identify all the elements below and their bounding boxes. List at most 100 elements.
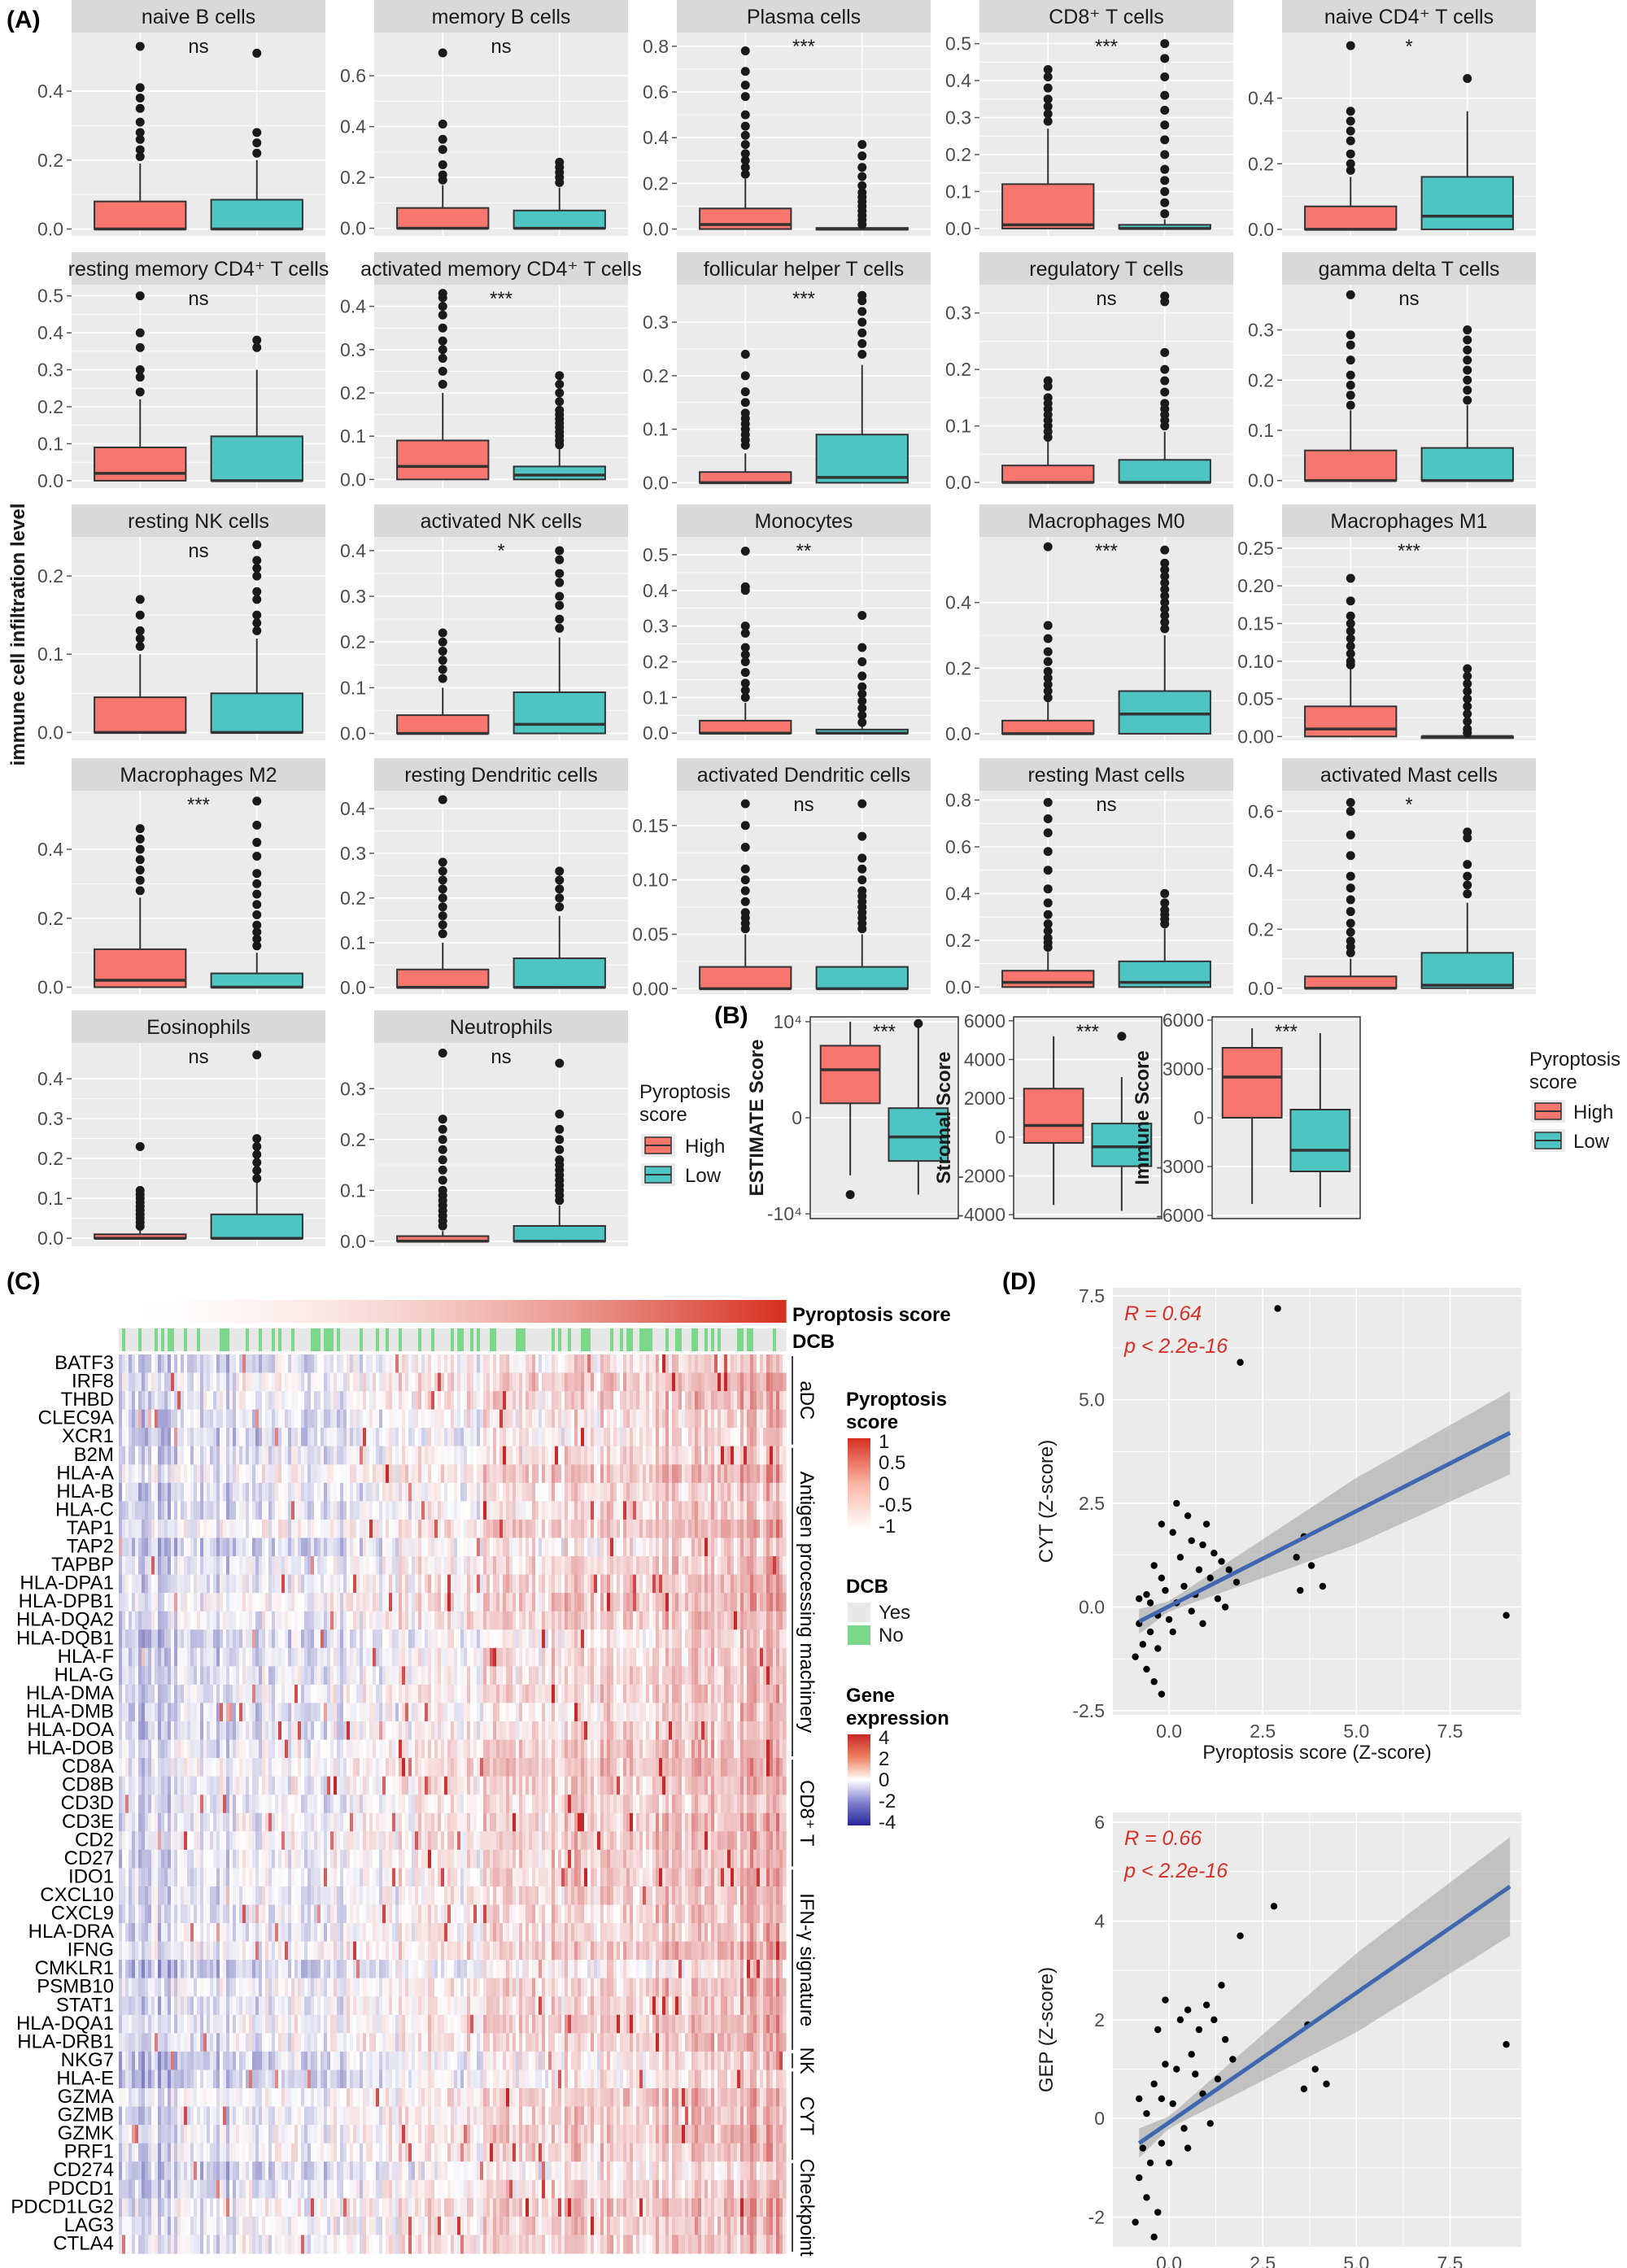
box-low-outlier-5 (1160, 591, 1170, 601)
heatmap-cell (737, 1391, 741, 1411)
heatmap-cell (301, 1409, 305, 1428)
heatmap-cell (281, 1372, 286, 1392)
heatmap-cell (395, 1446, 399, 1465)
heatmap-cell (496, 1372, 500, 1392)
heatmap-cell (672, 1629, 676, 1649)
heatmap-cell (558, 1446, 562, 1465)
heatmap-cell (770, 1593, 774, 1612)
heatmap-cell (431, 1537, 435, 1557)
heatmap-cell (486, 1593, 491, 1612)
heatmap-cell (727, 1556, 731, 1576)
heatmap-cell (750, 1354, 754, 1374)
heatmap-cell (421, 1647, 425, 1667)
heatmap-cell (548, 1391, 552, 1411)
heatmap-cell (317, 1391, 321, 1411)
heatmap-cell (652, 1372, 656, 1392)
heatmap-cell (301, 1372, 305, 1392)
box-low-outlier-4 (1160, 598, 1170, 608)
heatmap-cell (125, 1428, 129, 1447)
heatmap-cell (314, 1391, 318, 1411)
facet-strip (72, 758, 325, 791)
heatmap-cell (734, 1556, 738, 1576)
y-tick-label: 0.2 (37, 150, 63, 171)
heatmap-cell (317, 1409, 321, 1428)
heatmap-cell (330, 1464, 334, 1484)
heatmap-cell (486, 1391, 491, 1411)
heatmap-cell (737, 1556, 741, 1576)
heatmap-cell (646, 1629, 650, 1649)
heatmap-cell (272, 1354, 276, 1374)
heatmap-cell (340, 1428, 344, 1447)
heatmap-cell (727, 1629, 731, 1649)
heatmap-cell (526, 1537, 530, 1557)
heatmap-cell (181, 1519, 185, 1539)
heatmap-cell (529, 1391, 533, 1411)
box-high-outlier-2 (135, 365, 145, 375)
heatmap-cell (434, 1446, 438, 1465)
heatmap-cell (255, 1574, 260, 1594)
y-tick-label: 0.15 (632, 815, 669, 836)
pyroptosis-cell (610, 1300, 614, 1323)
dcb-cell (138, 1328, 142, 1351)
heatmap-cell (587, 1482, 591, 1502)
heatmap-cell (441, 1629, 445, 1649)
heatmap-cell (581, 1519, 585, 1539)
pyroptosis-cell (444, 1300, 448, 1323)
heatmap-cell (210, 1372, 214, 1392)
heatmap-cell (197, 1556, 201, 1576)
heatmap-cell (626, 1574, 630, 1594)
heatmap-cell (210, 1464, 214, 1484)
heatmap-cell (347, 1501, 351, 1520)
dcb-cell (129, 1328, 133, 1351)
heatmap-cell (161, 1611, 165, 1630)
dcb-cell (633, 1328, 637, 1351)
box-low-outlier-2 (252, 1158, 262, 1167)
facet-strip (72, 1010, 325, 1043)
heatmap-cell (724, 1537, 728, 1557)
heatmap-cell (132, 1501, 136, 1520)
heatmap-cell (747, 1537, 751, 1557)
heatmap-cell (408, 1593, 412, 1612)
heatmap-cell (168, 1593, 172, 1612)
pyroptosis-cell (770, 1300, 774, 1323)
box-high-box (1001, 719, 1095, 735)
heatmap-cell (779, 1354, 783, 1374)
heatmap-cell (636, 1556, 640, 1576)
heatmap-cell (184, 1354, 188, 1374)
heatmap-cell (685, 1537, 689, 1557)
heatmap-cell (207, 1537, 211, 1557)
heatmap-cell (675, 1372, 679, 1392)
heatmap-cell (597, 1537, 601, 1557)
heatmap-cell (216, 1519, 220, 1539)
heatmap-cell (480, 1629, 484, 1649)
subplot-ylabel: ESTIMATE Score (746, 1040, 768, 1197)
heatmap-cell (360, 1611, 364, 1630)
heatmap-cell (294, 1647, 299, 1667)
heatmap-cell (265, 1647, 269, 1667)
heatmap-cell (704, 1611, 709, 1630)
heatmap-cell (649, 1446, 653, 1465)
heatmap-cell (311, 1556, 315, 1576)
y-tick-label: 0.3 (945, 107, 971, 129)
box-low-box (1420, 447, 1514, 482)
box-high-outlier-6 (740, 408, 750, 418)
heatmap-cell (363, 1537, 367, 1557)
pyroptosis-cell (229, 1300, 233, 1323)
heatmap-cell (565, 1611, 569, 1630)
heatmap-cell (304, 1556, 308, 1576)
heatmap-cell (542, 1593, 546, 1612)
heatmap-cell (294, 1501, 299, 1520)
heatmap-cell (132, 1629, 136, 1649)
heatmap-cell (744, 1611, 748, 1630)
heatmap-cell (753, 1611, 757, 1630)
box-high-outlier-6 (438, 310, 447, 320)
pyroptosis-cell (460, 1300, 465, 1323)
heatmap-cell (480, 1372, 484, 1392)
dcb-cell (630, 1328, 634, 1351)
heatmap-cell (272, 1593, 276, 1612)
heatmap-cell (151, 1611, 155, 1630)
heatmap-cell (353, 1593, 357, 1612)
heatmap-cell (678, 1556, 683, 1576)
facet-strip (374, 0, 628, 33)
heatmap-cell (181, 1409, 185, 1428)
